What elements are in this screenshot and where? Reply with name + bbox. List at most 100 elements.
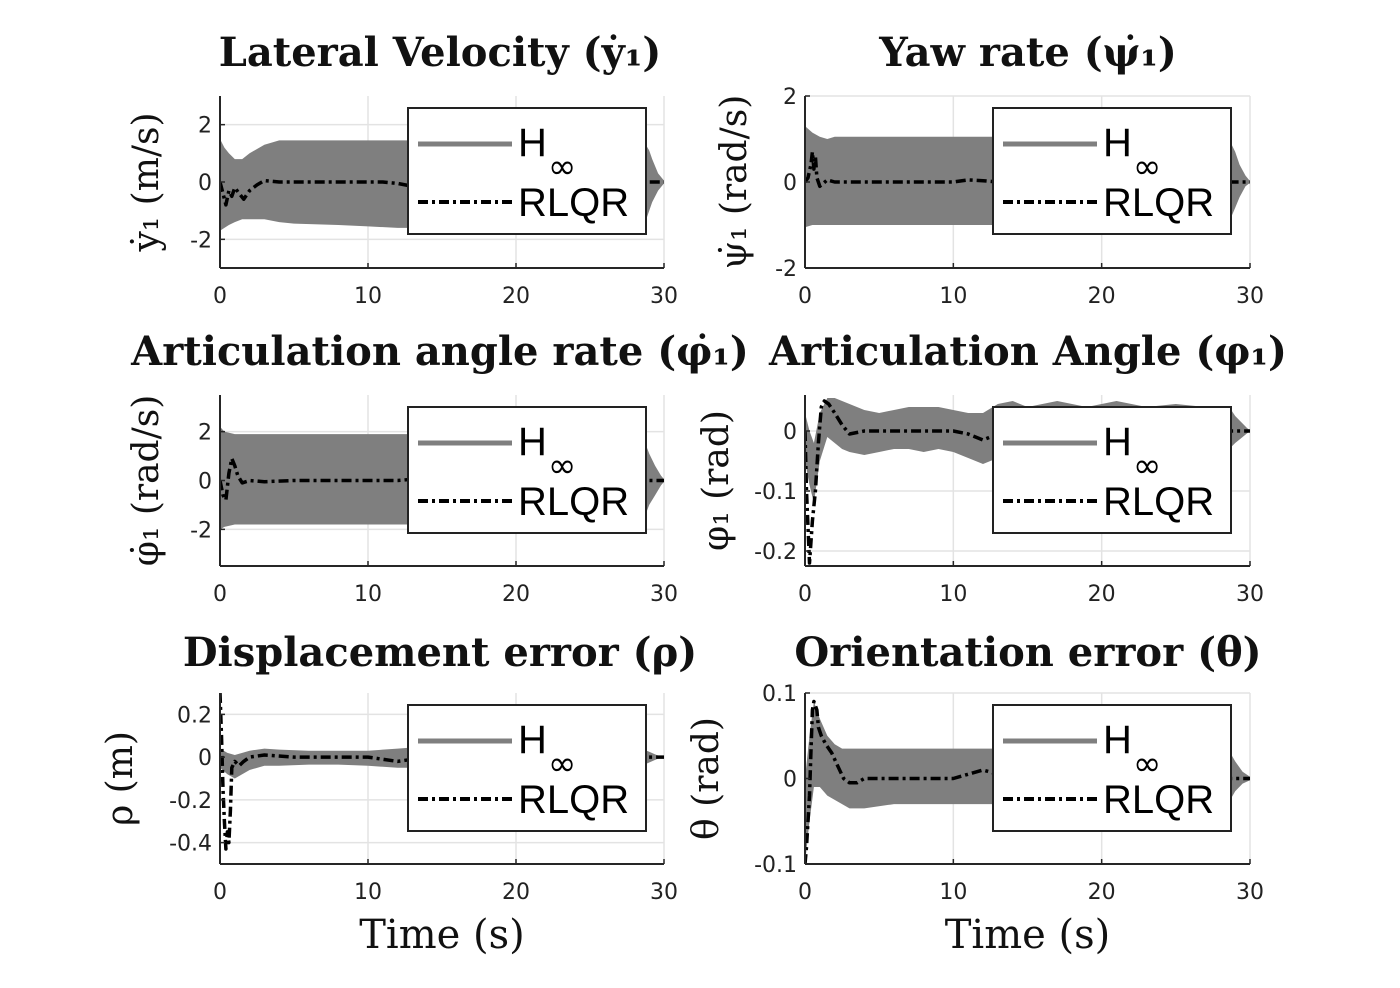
legend-label-rlqr: RLQR	[1103, 778, 1214, 822]
legend-label-rlqr: RLQR	[518, 480, 629, 524]
legend-box	[407, 406, 647, 534]
x-tick-label: 0	[213, 582, 227, 607]
x-tick-label: 10	[939, 284, 967, 309]
legend: H∞RLQR	[992, 406, 1232, 534]
series-line-rlqr	[220, 178, 664, 207]
panel-title: Orientation error (θ)	[794, 629, 1261, 676]
y-axis-label: φ̇₁ (rad/s)	[126, 395, 167, 567]
y-axis-label: ρ (m)	[100, 731, 141, 826]
legend-label-hinf: H	[518, 121, 547, 165]
legend-label-hinf: H	[1103, 121, 1132, 165]
y-tick-label: -0.1	[754, 853, 797, 878]
x-tick-label: 20	[1088, 582, 1116, 607]
series-line-rlqr	[805, 699, 1250, 864]
x-tick-label: 10	[354, 284, 382, 309]
x-tick-label: 10	[354, 582, 382, 607]
x-tick-label: 0	[798, 582, 812, 607]
y-tick-label: 0	[198, 171, 212, 196]
y-axis-label: θ (rad)	[686, 717, 727, 840]
legend-label-hinf: H	[518, 420, 547, 464]
y-tick-label: 2	[783, 85, 797, 110]
panel-title: Lateral Velocity (ẏ₁)	[219, 29, 662, 76]
y-tick-label: 2	[198, 421, 212, 446]
legend: H∞RLQR	[407, 704, 647, 832]
x-tick-label: 20	[502, 880, 530, 905]
legend-box	[992, 107, 1232, 235]
legend: H∞RLQR	[407, 406, 647, 534]
y-tick-label: -0.4	[169, 832, 212, 857]
y-tick-label: -0.1	[754, 480, 797, 505]
y-axis-label: φ₁ (rad)	[696, 410, 737, 551]
legend-label-rlqr: RLQR	[518, 778, 629, 822]
x-tick-label: 20	[502, 582, 530, 607]
y-tick-label: 0.2	[177, 703, 212, 728]
panel-title: Displacement error (ρ)	[183, 629, 697, 676]
panel-3: 0 10 20 30 -2 0 2 Articulation angle rate (φ̇₁)…	[126, 328, 749, 607]
legend-label-hinf-sub: ∞	[1133, 147, 1161, 187]
y-tick-label: 0	[198, 470, 212, 495]
x-tick-label: 30	[1236, 284, 1264, 309]
legend-label-hinf-sub: ∞	[548, 446, 576, 486]
y-tick-label: -0.2	[754, 540, 797, 565]
y-axis-label: ẏ₁ (m/s)	[126, 112, 167, 252]
x-axis-label: Time (s)	[945, 912, 1111, 958]
legend-label-hinf: H	[518, 718, 547, 762]
x-tick-label: 20	[1088, 284, 1116, 309]
series-line-rlqr	[805, 399, 1250, 565]
x-tick-label: 30	[650, 284, 678, 309]
panel-title: Articulation angle rate (φ̇₁)	[130, 328, 749, 375]
legend: H∞RLQR	[992, 107, 1232, 235]
y-tick-label: 2	[198, 114, 212, 139]
legend-label-rlqr: RLQR	[1103, 181, 1214, 225]
y-tick-label: -0.2	[169, 789, 212, 814]
legend-label-rlqr: RLQR	[518, 181, 629, 225]
x-tick-label: 20	[1088, 880, 1116, 905]
legend-label-hinf-sub: ∞	[1133, 446, 1161, 486]
x-tick-label: 10	[939, 880, 967, 905]
x-tick-label: 30	[650, 582, 678, 607]
y-tick-label: 0	[783, 420, 797, 445]
panel-1: 0 10 20 30 -2 0 2 Lateral Velocity (ẏ₁) ẏ₁ (m/s)…	[126, 29, 678, 309]
x-tick-label: 0	[213, 880, 227, 905]
x-tick-label: 20	[502, 284, 530, 309]
legend-box	[407, 704, 647, 832]
y-tick-label: 0	[198, 746, 212, 771]
panel-title: Articulation Angle (φ₁)	[768, 328, 1287, 375]
series-line-rlqr	[220, 693, 664, 851]
x-tick-label: 10	[939, 582, 967, 607]
panel-title: Yaw rate (ψ̇₁)	[878, 29, 1177, 76]
legend-label-rlqr: RLQR	[1103, 480, 1214, 524]
y-tick-label: -2	[190, 228, 212, 253]
y-tick-label: 0.1	[762, 682, 797, 707]
x-tick-label: 30	[1236, 880, 1264, 905]
x-tick-label: 0	[798, 880, 812, 905]
y-tick-label: -2	[775, 257, 797, 282]
legend-label-hinf: H	[1103, 718, 1132, 762]
x-tick-label: 30	[1236, 582, 1264, 607]
x-tick-label: 30	[650, 880, 678, 905]
y-tick-label: 0	[783, 171, 797, 196]
x-axis-label: Time (s)	[359, 912, 525, 958]
y-tick-label: -2	[190, 518, 212, 543]
panel-4: 0 10 20 30 -0.2 -0.1 0 Articulation Angle (φ₁) φ…	[696, 328, 1287, 607]
x-tick-label: 0	[798, 284, 812, 309]
y-axis-label: ψ̇₁ (rad/s)	[714, 95, 755, 270]
series-line-rlqr	[805, 150, 1250, 189]
panel-5: 0 10 20 30 -0.4 -0.2 0 0.2 Displacement error (ρ…	[100, 629, 697, 958]
legend: H∞RLQR	[992, 704, 1232, 832]
x-tick-label: 0	[213, 284, 227, 309]
x-tick-label: 10	[354, 880, 382, 905]
y-tick-label: 0	[783, 768, 797, 793]
legend: H∞RLQR	[407, 107, 647, 235]
legend-box	[992, 406, 1232, 534]
legend-label-hinf-sub: ∞	[548, 744, 576, 784]
legend-box	[992, 704, 1232, 832]
legend-label-hinf-sub: ∞	[548, 147, 576, 187]
legend-label-hinf: H	[1103, 420, 1132, 464]
legend-label-hinf-sub: ∞	[1133, 744, 1161, 784]
series-line-rlqr	[220, 456, 664, 502]
legend-box	[407, 107, 647, 235]
